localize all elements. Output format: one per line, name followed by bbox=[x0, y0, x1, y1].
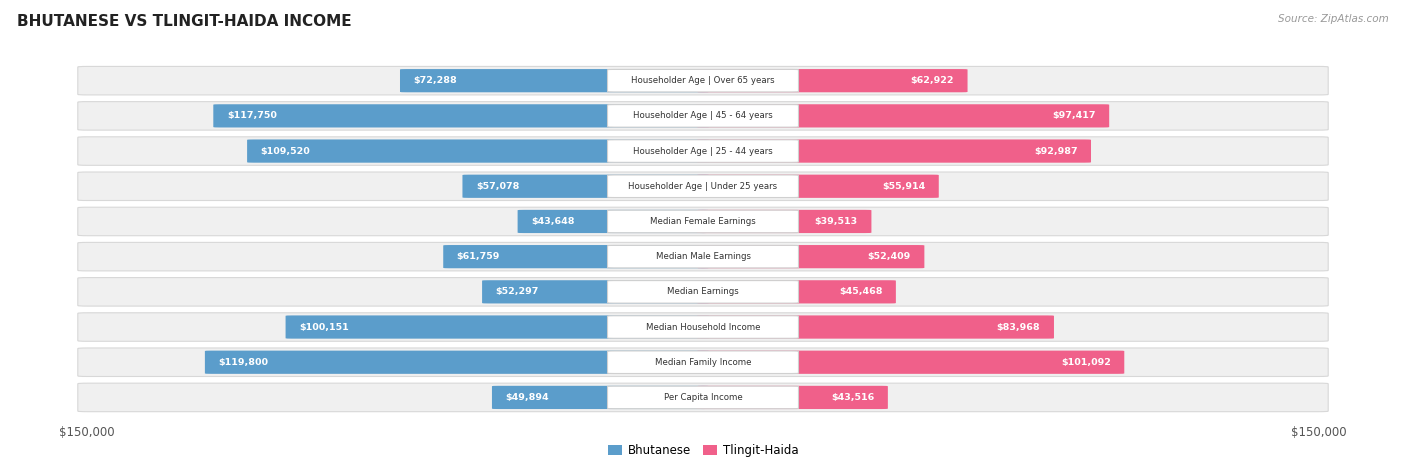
Text: $52,297: $52,297 bbox=[496, 287, 538, 297]
FancyBboxPatch shape bbox=[399, 69, 709, 92]
Text: $55,914: $55,914 bbox=[882, 182, 925, 191]
FancyBboxPatch shape bbox=[492, 386, 709, 409]
FancyBboxPatch shape bbox=[77, 207, 1329, 236]
FancyBboxPatch shape bbox=[697, 280, 896, 304]
FancyBboxPatch shape bbox=[697, 140, 1091, 163]
FancyBboxPatch shape bbox=[697, 315, 1054, 339]
Text: $92,987: $92,987 bbox=[1033, 147, 1077, 156]
FancyBboxPatch shape bbox=[697, 210, 872, 233]
FancyBboxPatch shape bbox=[77, 277, 1329, 306]
FancyBboxPatch shape bbox=[607, 245, 799, 268]
FancyBboxPatch shape bbox=[607, 316, 799, 338]
FancyBboxPatch shape bbox=[482, 280, 709, 304]
Text: Median Earnings: Median Earnings bbox=[666, 287, 740, 297]
Text: Householder Age | 25 - 44 years: Householder Age | 25 - 44 years bbox=[633, 147, 773, 156]
Text: $101,092: $101,092 bbox=[1062, 358, 1111, 367]
Text: $117,750: $117,750 bbox=[226, 111, 277, 120]
Text: $72,288: $72,288 bbox=[413, 76, 457, 85]
FancyBboxPatch shape bbox=[697, 245, 924, 268]
FancyBboxPatch shape bbox=[517, 210, 709, 233]
Text: $49,894: $49,894 bbox=[506, 393, 550, 402]
FancyBboxPatch shape bbox=[607, 175, 799, 198]
Text: Per Capita Income: Per Capita Income bbox=[664, 393, 742, 402]
Text: $52,409: $52,409 bbox=[868, 252, 911, 261]
Text: Householder Age | Over 65 years: Householder Age | Over 65 years bbox=[631, 76, 775, 85]
FancyBboxPatch shape bbox=[463, 175, 709, 198]
FancyBboxPatch shape bbox=[77, 242, 1329, 271]
FancyBboxPatch shape bbox=[443, 245, 709, 268]
Text: BHUTANESE VS TLINGIT-HAIDA INCOME: BHUTANESE VS TLINGIT-HAIDA INCOME bbox=[17, 14, 352, 29]
FancyBboxPatch shape bbox=[697, 104, 1109, 127]
Text: $45,468: $45,468 bbox=[839, 287, 883, 297]
FancyBboxPatch shape bbox=[77, 137, 1329, 165]
Text: $39,513: $39,513 bbox=[814, 217, 858, 226]
FancyBboxPatch shape bbox=[77, 313, 1329, 341]
FancyBboxPatch shape bbox=[77, 383, 1329, 412]
Text: Householder Age | Under 25 years: Householder Age | Under 25 years bbox=[628, 182, 778, 191]
FancyBboxPatch shape bbox=[697, 69, 967, 92]
Text: $109,520: $109,520 bbox=[260, 147, 311, 156]
Text: Median Female Earnings: Median Female Earnings bbox=[650, 217, 756, 226]
Text: $100,151: $100,151 bbox=[299, 323, 349, 332]
FancyBboxPatch shape bbox=[77, 172, 1329, 200]
FancyBboxPatch shape bbox=[77, 66, 1329, 95]
FancyBboxPatch shape bbox=[214, 104, 709, 127]
Text: $61,759: $61,759 bbox=[457, 252, 501, 261]
FancyBboxPatch shape bbox=[247, 140, 709, 163]
Text: Median Male Earnings: Median Male Earnings bbox=[655, 252, 751, 261]
Text: Median Family Income: Median Family Income bbox=[655, 358, 751, 367]
Legend: Bhutanese, Tlingit-Haida: Bhutanese, Tlingit-Haida bbox=[603, 439, 803, 462]
FancyBboxPatch shape bbox=[77, 348, 1329, 376]
Text: $97,417: $97,417 bbox=[1052, 111, 1095, 120]
Text: $62,922: $62,922 bbox=[911, 76, 955, 85]
FancyBboxPatch shape bbox=[607, 351, 799, 374]
Text: $43,516: $43,516 bbox=[831, 393, 875, 402]
Text: $43,648: $43,648 bbox=[531, 217, 575, 226]
FancyBboxPatch shape bbox=[607, 70, 799, 92]
Text: $83,968: $83,968 bbox=[997, 323, 1040, 332]
FancyBboxPatch shape bbox=[607, 281, 799, 303]
Text: $57,078: $57,078 bbox=[477, 182, 519, 191]
FancyBboxPatch shape bbox=[285, 315, 709, 339]
FancyBboxPatch shape bbox=[697, 386, 887, 409]
FancyBboxPatch shape bbox=[697, 175, 939, 198]
Text: $119,800: $119,800 bbox=[218, 358, 269, 367]
FancyBboxPatch shape bbox=[607, 386, 799, 409]
FancyBboxPatch shape bbox=[607, 210, 799, 233]
FancyBboxPatch shape bbox=[697, 351, 1125, 374]
Text: Source: ZipAtlas.com: Source: ZipAtlas.com bbox=[1278, 14, 1389, 24]
FancyBboxPatch shape bbox=[607, 140, 799, 163]
Text: Householder Age | 45 - 64 years: Householder Age | 45 - 64 years bbox=[633, 111, 773, 120]
FancyBboxPatch shape bbox=[607, 105, 799, 127]
FancyBboxPatch shape bbox=[77, 102, 1329, 130]
FancyBboxPatch shape bbox=[205, 351, 709, 374]
Text: Median Household Income: Median Household Income bbox=[645, 323, 761, 332]
